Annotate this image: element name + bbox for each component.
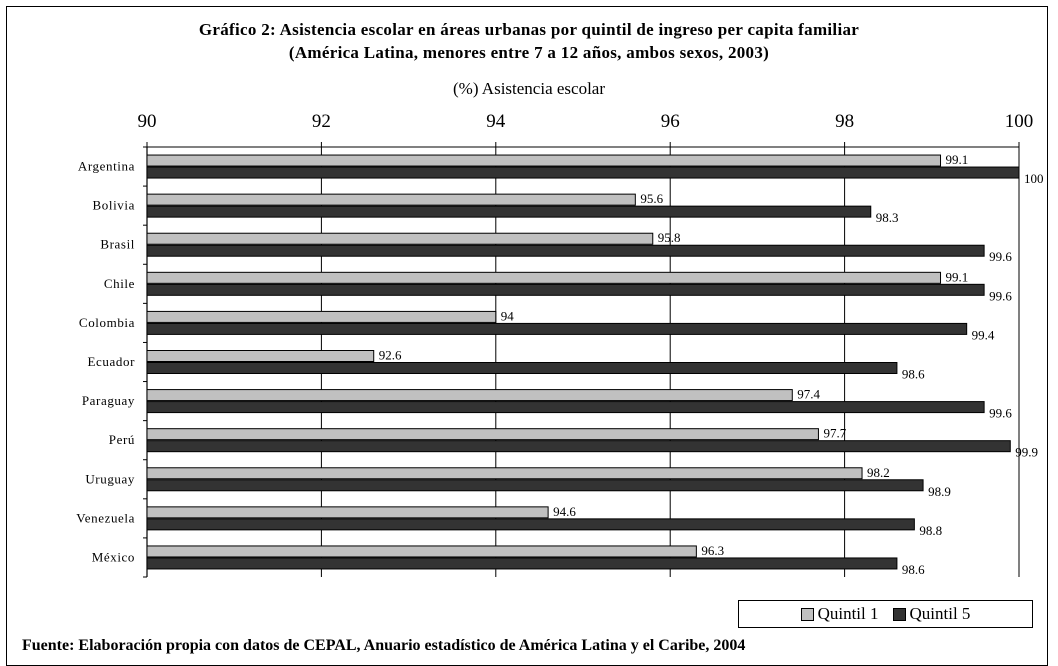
data-label-quintil-5-ecuador: 98.6 bbox=[902, 367, 925, 382]
bar-quintil-1-uruguay bbox=[146, 467, 863, 480]
data-label-quintil-5-uruguay: 98.9 bbox=[928, 484, 951, 499]
category-label-brasil: Brasil bbox=[100, 237, 135, 252]
bar-quintil-5-paraguay bbox=[146, 401, 985, 414]
data-label-quintil-1-bolivia: 95.6 bbox=[640, 191, 663, 206]
category-label-uruguay: Uruguay bbox=[85, 471, 135, 486]
data-label-quintil-5-méxico: 98.6 bbox=[902, 562, 925, 577]
bar-quintil-1-chile bbox=[146, 271, 942, 284]
x-tick-label-90: 90 bbox=[138, 111, 157, 132]
bar-quintil-5-perú bbox=[146, 440, 1011, 453]
bar-quintil-1-bolivia bbox=[146, 193, 636, 206]
legend-item-quintil-5: Quintil 5 bbox=[892, 604, 971, 624]
bar-quintil-1-brasil bbox=[146, 232, 654, 245]
bar-quintil-5-bolivia bbox=[146, 205, 872, 218]
category-label-ecuador: Ecuador bbox=[87, 354, 135, 369]
bar-quintil-1-ecuador bbox=[146, 350, 375, 362]
legend-label-quintil-1: Quintil 1 bbox=[817, 604, 879, 623]
data-label-quintil-1-colombia: 94 bbox=[501, 308, 515, 323]
chart-title: Gráfico 2: Asistencia escolar en áreas u… bbox=[198, 20, 860, 39]
data-label-quintil-5-brasil: 99.6 bbox=[989, 249, 1012, 264]
x-tick-label-92: 92 bbox=[312, 111, 331, 132]
legend-label-quintil-5: Quintil 5 bbox=[909, 604, 971, 623]
bar-quintil-5-venezuela bbox=[146, 518, 915, 531]
legend-swatch-quintil-1 bbox=[800, 607, 814, 621]
x-tick-label-98: 98 bbox=[835, 111, 854, 132]
data-label-quintil-5-bolivia: 98.3 bbox=[876, 210, 899, 225]
x-tick-label-100: 100 bbox=[1005, 111, 1034, 132]
data-label-quintil-1-méxico: 96.3 bbox=[701, 543, 724, 558]
bar-quintil-5-chile bbox=[146, 283, 985, 296]
category-label-bolivia: Bolivia bbox=[93, 198, 135, 213]
bar-quintil-1-méxico bbox=[146, 545, 697, 558]
bar-quintil-5-colombia bbox=[146, 322, 968, 335]
category-label-colombia: Colombia bbox=[79, 315, 135, 330]
bar-quintil-5-méxico bbox=[146, 557, 898, 570]
bar-quintil-1-colombia bbox=[146, 310, 497, 323]
data-label-quintil-1-argentina: 99.1 bbox=[946, 152, 969, 167]
x-tick-label-94: 94 bbox=[486, 111, 506, 132]
legend-swatch-quintil-5 bbox=[892, 607, 906, 621]
data-label-quintil-5-colombia: 99.4 bbox=[972, 327, 995, 342]
data-label-quintil-5-chile: 99.6 bbox=[989, 288, 1012, 303]
bar-quintil-1-paraguay bbox=[146, 389, 793, 402]
bar-quintil-1-perú bbox=[146, 428, 819, 441]
data-label-quintil-1-paraguay: 97.4 bbox=[797, 387, 820, 402]
data-label-quintil-5-venezuela: 98.8 bbox=[919, 523, 942, 538]
data-label-quintil-5-paraguay: 99.6 bbox=[989, 406, 1012, 421]
data-label-quintil-1-brasil: 95.8 bbox=[658, 230, 681, 245]
bar-quintil-1-argentina bbox=[146, 154, 942, 167]
category-label-chile: Chile bbox=[104, 276, 135, 291]
category-label-paraguay: Paraguay bbox=[82, 393, 135, 408]
category-label-méxico: México bbox=[92, 549, 135, 564]
chart-legend: Quintil 1 Quintil 5 bbox=[738, 600, 1033, 628]
data-label-quintil-1-ecuador: 92.6 bbox=[379, 348, 402, 363]
bar-quintil-5-argentina bbox=[146, 166, 1020, 179]
data-label-quintil-1-chile: 99.1 bbox=[946, 269, 969, 284]
category-label-perú: Perú bbox=[109, 432, 135, 447]
x-tick-label-96: 96 bbox=[661, 111, 680, 132]
x-axis-title: (%) Asistencia escolar bbox=[453, 79, 605, 98]
bar-quintil-1-venezuela bbox=[146, 506, 549, 519]
data-label-quintil-5-perú: 99.9 bbox=[1015, 445, 1038, 460]
bar-quintil-5-uruguay bbox=[146, 479, 924, 492]
legend-item-quintil-1: Quintil 1 bbox=[800, 604, 879, 624]
data-label-quintil-1-venezuela: 94.6 bbox=[553, 504, 576, 519]
chart-subtitle: (América Latina, menores entre 7 a 12 añ… bbox=[288, 43, 770, 62]
bar-quintil-5-brasil bbox=[146, 244, 985, 257]
data-label-quintil-1-perú: 97.7 bbox=[823, 426, 846, 441]
data-label-quintil-5-argentina: 100 bbox=[1024, 171, 1044, 186]
category-label-argentina: Argentina bbox=[78, 159, 135, 174]
data-label-quintil-1-uruguay: 98.2 bbox=[867, 465, 890, 480]
source-note: Fuente: Elaboración propia con datos de … bbox=[22, 637, 746, 654]
category-label-venezuela: Venezuela bbox=[76, 510, 135, 525]
bar-quintil-5-ecuador bbox=[146, 362, 898, 374]
